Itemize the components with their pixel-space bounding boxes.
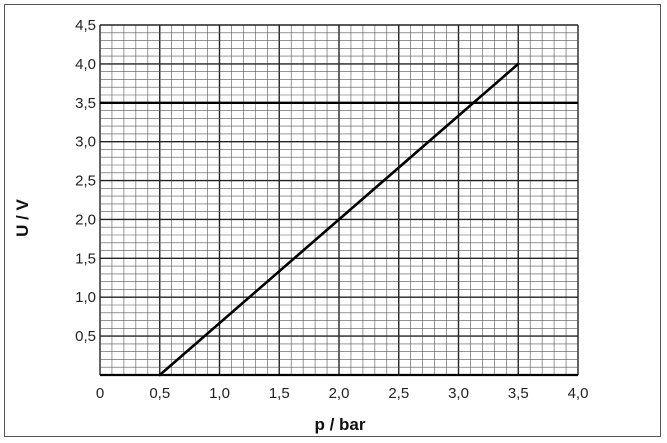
chart-frame — [4, 4, 661, 437]
series-group — [158, 62, 520, 377]
series-line-0 — [158, 62, 520, 377]
x-tick-label: 1,5 — [269, 385, 290, 402]
x-tick-label: 1,0 — [209, 385, 230, 402]
y-tick-label: 0,5 — [75, 328, 96, 345]
y-tick-label: 1,0 — [75, 289, 96, 306]
y-tick-label: 2,0 — [75, 211, 96, 228]
x-tick-label: 0 — [96, 385, 104, 402]
y-tick-label: 4,0 — [75, 56, 96, 73]
grid — [99, 24, 579, 377]
x-tick-label: 0,5 — [149, 385, 170, 402]
x-axis-title: p / bar — [314, 415, 365, 434]
y-tick-label: 3,5 — [75, 95, 96, 112]
x-tick-label: 2,0 — [329, 385, 350, 402]
y-tick-label: 3,0 — [75, 134, 96, 151]
y-tick-labels: 0,5 1,0 1,5 2,0 2,5 3,0 3,5 4,0 4,5 — [75, 17, 96, 345]
x-tick-label: 3,0 — [448, 385, 469, 402]
y-axis-title: U / V — [13, 198, 32, 236]
x-tick-label: 4,0 — [568, 385, 589, 402]
x-tick-label: 3,5 — [508, 385, 529, 402]
y-tick-label: 1,5 — [75, 250, 96, 267]
y-tick-label: 2,5 — [75, 173, 96, 190]
x-tick-labels: 0 0,5 1,0 1,5 2,0 2,5 3,0 3,5 4,0 — [96, 385, 589, 402]
y-tick-label: 4,5 — [75, 17, 96, 34]
x-tick-label: 2,5 — [388, 385, 409, 402]
